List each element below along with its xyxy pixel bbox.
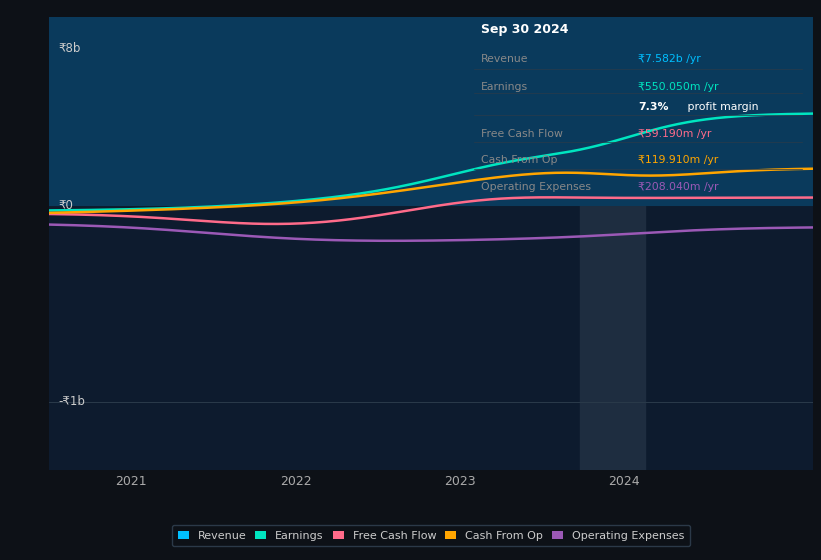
Text: Earnings: Earnings: [481, 82, 529, 92]
Text: ₹0: ₹0: [58, 199, 73, 212]
Text: ₹7.582b /yr: ₹7.582b /yr: [639, 54, 701, 64]
Text: ₹208.040m /yr: ₹208.040m /yr: [639, 182, 719, 192]
Legend: Revenue, Earnings, Free Cash Flow, Cash From Op, Operating Expenses: Revenue, Earnings, Free Cash Flow, Cash …: [172, 525, 690, 547]
Bar: [580, 17, 645, 470]
Text: Operating Expenses: Operating Expenses: [481, 182, 591, 192]
Text: profit margin: profit margin: [684, 102, 758, 112]
Text: ₹8b: ₹8b: [58, 41, 80, 55]
Text: ₹119.910m /yr: ₹119.910m /yr: [639, 155, 718, 165]
Text: 7.3%: 7.3%: [639, 102, 669, 112]
Text: ₹59.190m /yr: ₹59.190m /yr: [639, 129, 712, 139]
Text: Sep 30 2024: Sep 30 2024: [481, 24, 569, 36]
Text: Revenue: Revenue: [481, 54, 529, 64]
Text: Free Cash Flow: Free Cash Flow: [481, 129, 563, 139]
Text: -₹1b: -₹1b: [58, 395, 85, 408]
Text: ₹550.050m /yr: ₹550.050m /yr: [639, 82, 719, 92]
Text: Cash From Op: Cash From Op: [481, 155, 557, 165]
